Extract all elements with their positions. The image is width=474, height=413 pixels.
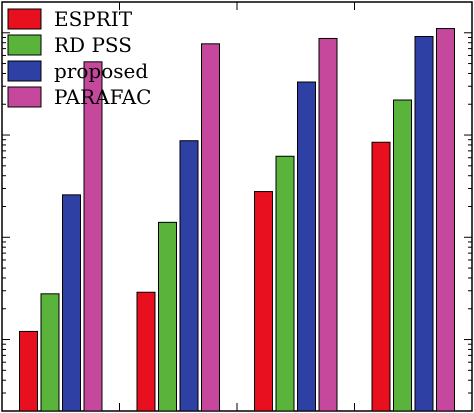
bar-rd-pss [158,221,177,412]
bar-esprit [371,141,391,412]
legend-swatch [7,8,42,30]
legend-swatch [7,34,42,56]
bar-esprit [254,191,273,412]
legend-label: proposed [54,59,148,83]
bar-rd-pss [275,155,295,412]
bar-rd-pss [393,99,412,412]
legend-label: ESPRIT [54,7,133,31]
bar-esprit [19,330,38,412]
legend-swatch [7,60,42,82]
legend-swatch [7,86,42,108]
bar-proposed [179,140,199,412]
legend-label: PARAFAC [54,85,151,109]
bar-esprit [136,291,156,412]
bar-parafac [201,43,220,412]
bar-group [19,28,455,412]
bar-proposed [62,194,81,412]
bar-proposed [297,81,316,412]
legend-label: RD PSS [54,33,132,57]
bar-parafac [318,37,338,412]
bar-rd-pss [40,293,60,412]
bar-proposed [414,35,434,412]
bar-parafac [83,61,103,412]
bar-parafac [436,28,455,412]
